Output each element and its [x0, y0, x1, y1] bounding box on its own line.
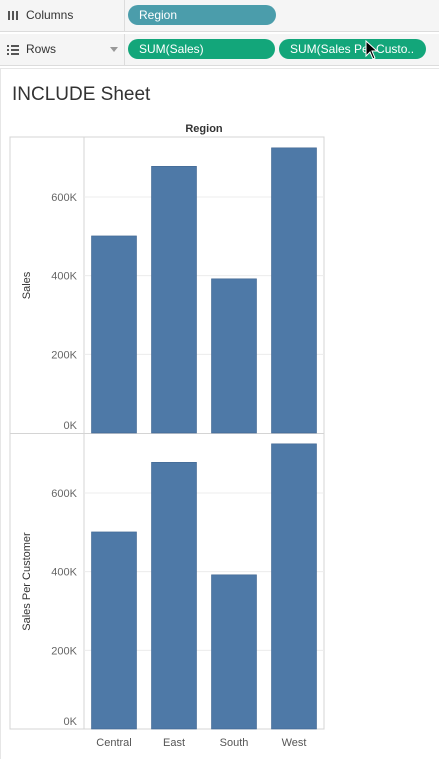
rows-shelf-label: Rows	[0, 34, 125, 65]
y-axis-title: Sales	[21, 271, 33, 299]
bar-east[interactable]	[151, 462, 197, 730]
x-tick-label: East	[163, 737, 185, 749]
columns-icon	[8, 11, 18, 20]
column-header-region: Region	[185, 123, 223, 135]
rows-shelf[interactable]: Rows SUM(Sales) SUM(Sales Per Custo..	[0, 34, 439, 66]
bar-west[interactable]	[271, 443, 317, 730]
mouse-cursor-icon	[365, 39, 379, 65]
x-tick-label: Central	[96, 737, 131, 749]
x-tick-label: South	[220, 737, 249, 749]
bar-south[interactable]	[211, 574, 257, 730]
y-tick-label: 200K	[51, 349, 77, 361]
y-tick-label: 600K	[51, 192, 77, 204]
bar-central[interactable]	[91, 531, 137, 730]
sheet-top-border	[0, 68, 439, 69]
bar-central[interactable]	[91, 235, 137, 434]
y-tick-label: 400K	[51, 567, 77, 579]
y-axis-title: Sales Per Customer	[21, 532, 33, 631]
sum-sales-per-customer-pill[interactable]: SUM(Sales Per Custo..	[279, 39, 426, 59]
sheet-left-border	[0, 69, 1, 759]
columns-shelf-label: Columns	[0, 0, 125, 31]
bar-east[interactable]	[151, 166, 197, 434]
columns-label: Columns	[26, 8, 74, 22]
sum-sales-pill[interactable]: SUM(Sales)	[128, 39, 275, 59]
x-tick-label: West	[282, 737, 307, 749]
region-pill[interactable]: Region	[128, 5, 276, 25]
y-tick-label: 0K	[64, 716, 78, 728]
y-tick-label: 200K	[51, 645, 77, 657]
bar-south[interactable]	[211, 278, 257, 434]
y-tick-label: 400K	[51, 271, 77, 283]
y-tick-label: 600K	[51, 488, 77, 500]
chevron-down-icon[interactable]	[110, 47, 118, 52]
y-tick-label: 0K	[64, 420, 78, 432]
sheet-title: INCLUDE Sheet	[12, 84, 151, 105]
rows-icon	[7, 45, 19, 55]
bar-west[interactable]	[271, 147, 317, 434]
columns-shelf[interactable]: Columns Region	[0, 0, 439, 32]
rows-label: Rows	[26, 42, 57, 56]
